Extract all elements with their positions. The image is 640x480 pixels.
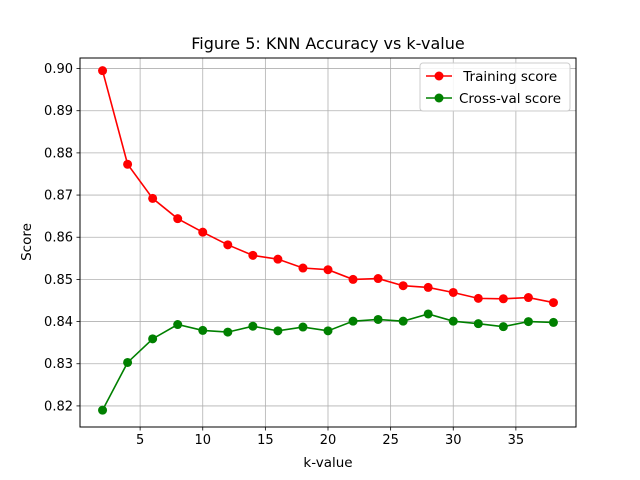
legend: Training score Cross-val score	[419, 62, 571, 112]
x-tick-label: 15	[257, 433, 274, 448]
data-point-training	[148, 193, 158, 203]
data-point-crossval	[498, 322, 508, 332]
data-point-crossval	[448, 316, 458, 326]
y-tick-label: 0.86	[44, 231, 73, 246]
data-point-training	[373, 274, 383, 284]
data-point-crossval	[423, 309, 433, 319]
data-point-crossval	[348, 316, 358, 326]
data-point-crossval	[373, 314, 383, 324]
data-point-training	[498, 294, 508, 304]
data-point-crossval	[523, 317, 533, 327]
series-layer	[98, 66, 558, 415]
data-point-training	[398, 281, 408, 291]
data-point-crossval	[148, 334, 158, 344]
y-tick-label: 0.85	[44, 273, 73, 288]
data-point-crossval	[123, 357, 133, 367]
x-tick-label: 30	[445, 433, 462, 448]
x-tick-label: 35	[508, 433, 525, 448]
data-point-training	[198, 227, 208, 237]
legend-box	[419, 62, 571, 112]
data-point-training	[123, 159, 133, 169]
data-point-training	[473, 293, 483, 303]
data-point-crossval	[473, 319, 483, 329]
legend-label-training: Training score	[459, 69, 557, 85]
y-tick-label: 0.82	[44, 399, 73, 414]
y-tick-label: 0.89	[44, 104, 73, 119]
data-point-training	[173, 214, 183, 224]
ticks: 5 10 15 20 25 30 35 0.82 0.83 0.84 0.85 0.86 0.87 0.8…	[44, 62, 524, 448]
chart-title: Figure 5: KNN Accuracy vs k-value	[191, 34, 464, 53]
data-point-training	[348, 274, 358, 284]
data-point-crossval	[323, 326, 333, 336]
y-tick-label: 0.84	[44, 315, 73, 330]
x-tick-label: 10	[194, 433, 211, 448]
legend-marker-crossval	[434, 93, 444, 103]
data-point-training	[523, 293, 533, 303]
data-point-crossval	[173, 320, 183, 330]
legend-label-crossval: Cross-val score	[459, 91, 561, 107]
data-point-training	[548, 298, 558, 308]
data-point-training	[323, 265, 333, 275]
data-point-training	[98, 66, 108, 76]
data-point-crossval	[223, 327, 233, 337]
data-point-training	[423, 282, 433, 292]
data-point-training	[298, 263, 308, 273]
y-tick-label: 0.83	[44, 357, 73, 372]
y-tick-label: 0.90	[44, 62, 73, 77]
data-point-training	[223, 240, 233, 250]
y-tick-label: 0.88	[44, 146, 73, 161]
grid	[80, 58, 576, 427]
x-tick-label: 20	[320, 433, 337, 448]
x-tick-label: 5	[136, 433, 144, 448]
data-point-training	[248, 250, 258, 260]
legend-marker-training	[434, 71, 444, 81]
y-tick-label: 0.87	[44, 189, 73, 204]
data-point-training	[273, 254, 283, 264]
data-point-crossval	[548, 317, 558, 327]
data-point-crossval	[98, 405, 108, 415]
data-point-crossval	[248, 321, 258, 331]
data-point-crossval	[273, 326, 283, 336]
y-axis-label: Score	[19, 223, 35, 261]
data-point-crossval	[298, 322, 308, 332]
data-point-training	[448, 287, 458, 297]
x-tick-label: 25	[382, 433, 399, 448]
x-axis-label: k-value	[303, 455, 352, 471]
data-point-crossval	[398, 316, 408, 326]
data-point-crossval	[198, 325, 208, 335]
